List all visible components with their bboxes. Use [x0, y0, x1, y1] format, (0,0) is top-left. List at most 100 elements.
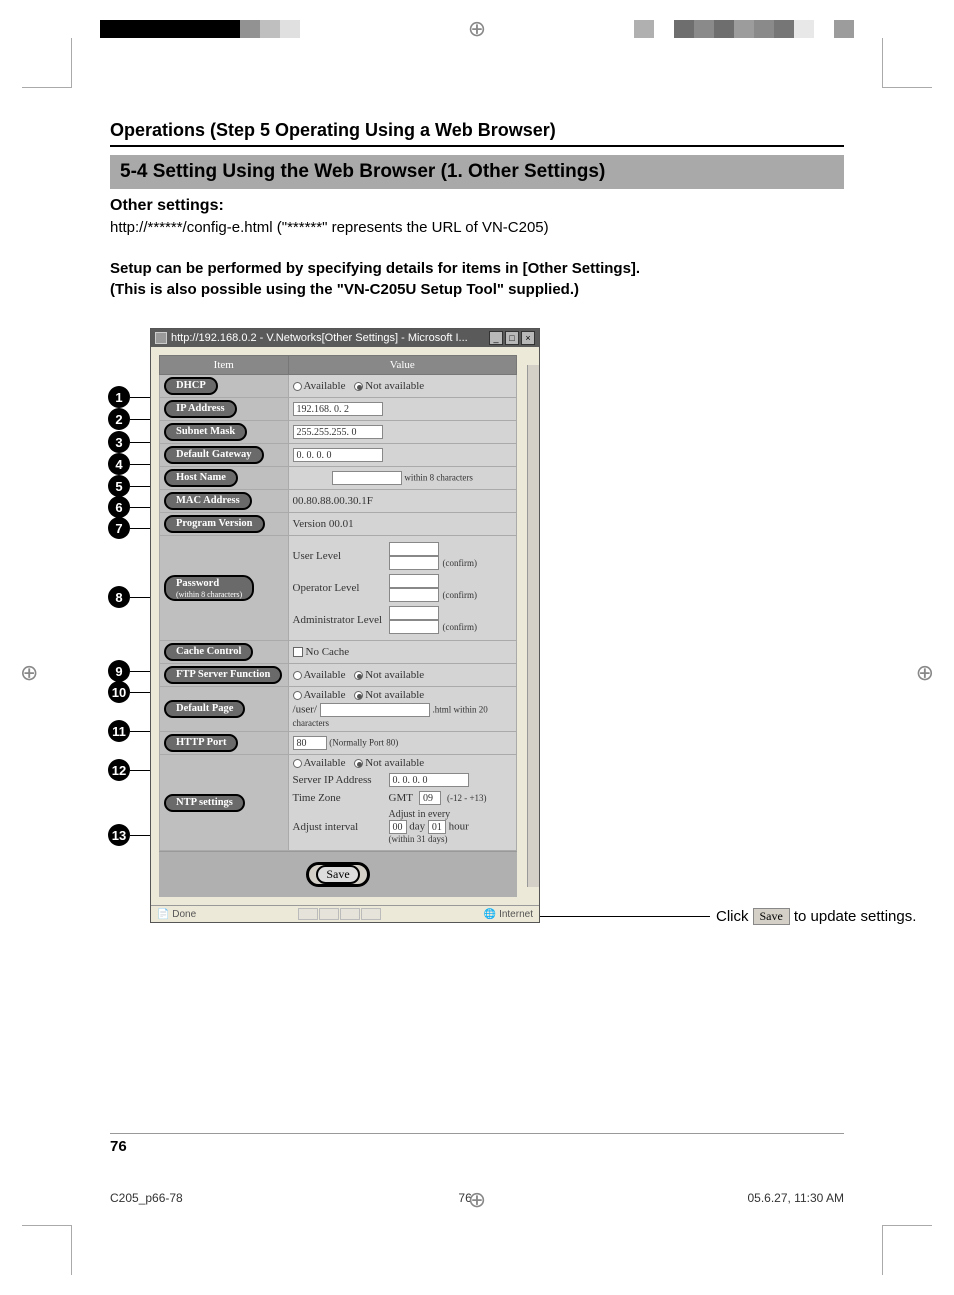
callout-number-4: 4 — [108, 453, 130, 475]
item-label-ntp: NTP settings — [164, 794, 245, 812]
close-button[interactable]: × — [521, 331, 535, 345]
operator-level-password-confirm-input[interactable] — [389, 588, 439, 602]
dhcp-available-radio[interactable] — [293, 382, 302, 391]
ntp-day-input[interactable]: 00 — [389, 820, 407, 834]
callout-leader — [130, 770, 150, 771]
callout-leader — [130, 464, 150, 465]
callout-leader — [130, 507, 150, 508]
user-level-password-confirm-input[interactable] — [389, 556, 439, 570]
callout-leader — [130, 397, 150, 398]
color-swatch — [240, 20, 260, 38]
callout-number-7: 7 — [108, 517, 130, 539]
color-swatch — [100, 20, 120, 38]
ntp-available-radio[interactable] — [293, 759, 302, 768]
color-swatch — [634, 20, 654, 38]
host-name-input[interactable] — [332, 471, 402, 485]
status-bar: 📄 Done Internet — [151, 905, 539, 922]
crop-mark-bottom-left — [22, 1225, 72, 1275]
admin-level-password-input[interactable] — [389, 606, 439, 620]
operator-level-password-input[interactable] — [389, 574, 439, 588]
intro-line-1: Setup can be performed by specifying det… — [110, 260, 844, 277]
color-swatch — [160, 20, 180, 38]
http-port-input[interactable]: 80 — [293, 736, 327, 750]
registration-mark-icon: ⊕ — [468, 16, 486, 42]
item-label-subnet: Subnet Mask — [164, 423, 247, 441]
column-header-item: Item — [160, 356, 289, 375]
callout-leader — [130, 692, 150, 693]
status-internet-zone: Internet — [484, 909, 533, 920]
item-label-mac: MAC Address — [164, 492, 252, 510]
maximize-button[interactable]: □ — [505, 331, 519, 345]
item-label-http-port: HTTP Port — [164, 734, 238, 752]
color-swatch — [120, 20, 140, 38]
color-swatch — [754, 20, 774, 38]
status-done: 📄 Done — [157, 909, 196, 920]
save-annotation: Click Save to update settings. — [540, 908, 916, 925]
callout-leader — [130, 442, 150, 443]
color-swatch — [300, 20, 320, 38]
ntp-hour-input[interactable]: 01 — [428, 820, 446, 834]
ftp-not-available-radio[interactable] — [354, 671, 363, 680]
color-swatch — [674, 20, 694, 38]
color-swatch — [654, 20, 674, 38]
ntp-server-ip-input[interactable]: 0. 0. 0. 0 — [389, 773, 469, 787]
item-label-hostname: Host Name — [164, 469, 238, 487]
save-button-highlighted: Save — [306, 862, 369, 887]
save-area: Save — [159, 851, 517, 897]
crop-mark-top-left — [22, 38, 72, 88]
item-label-ip: IP Address — [164, 400, 237, 418]
other-settings-heading: Other settings: — [110, 197, 844, 215]
color-swatch — [200, 20, 220, 38]
callout-number-1: 1 — [108, 386, 130, 408]
callout-number-10: 10 — [108, 681, 130, 703]
default-gateway-input[interactable]: 0. 0. 0. 0 — [293, 448, 383, 462]
ip-address-input[interactable]: 192.168. 0. 2 — [293, 402, 383, 416]
vertical-scrollbar[interactable] — [527, 365, 539, 887]
subnet-mask-input[interactable]: 255.255.255. 0 — [293, 425, 383, 439]
color-swatch — [774, 20, 794, 38]
item-label-password: Password(within 8 characters) — [164, 575, 254, 601]
callout-number-6: 6 — [108, 496, 130, 518]
subsection-title: 5-4 Setting Using the Web Browser (1. Ot… — [110, 155, 844, 189]
color-swatch — [794, 20, 814, 38]
ntp-not-available-radio[interactable] — [354, 759, 363, 768]
color-swatch — [180, 20, 200, 38]
item-label-ftp: FTP Server Function — [164, 666, 282, 684]
callout-number-12: 12 — [108, 759, 130, 781]
callout-leader — [130, 671, 150, 672]
default-page-input[interactable] — [320, 703, 430, 717]
ntp-timezone-input[interactable]: 09 — [419, 791, 441, 805]
registration-mark-icon: ⊕ — [916, 660, 934, 686]
config-url-line: http://******/config-e.html ("******" re… — [110, 219, 844, 236]
print-crop-top: ⊕ — [0, 20, 954, 70]
screenshot-wrapper: 12345678910111213 http://192.168.0.2 - V… — [150, 328, 540, 923]
callout-leader — [130, 486, 150, 487]
dhcp-not-available-radio[interactable] — [354, 382, 363, 391]
user-level-password-input[interactable] — [389, 542, 439, 556]
registration-mark-icon: ⊕ — [20, 660, 38, 686]
browser-window: http://192.168.0.2 - V.Networks[Other Se… — [150, 328, 540, 923]
color-swatch — [140, 20, 160, 38]
callout-leader — [130, 597, 150, 598]
admin-level-password-confirm-input[interactable] — [389, 620, 439, 634]
ftp-available-radio[interactable] — [293, 671, 302, 680]
callout-leader — [130, 528, 150, 529]
color-swatch — [714, 20, 734, 38]
default-page-not-available-radio[interactable] — [354, 691, 363, 700]
callout-leader — [130, 835, 150, 836]
registration-mark-icon: ⊕ — [0, 1187, 954, 1213]
color-swatch — [220, 20, 240, 38]
callout-leader — [130, 419, 150, 420]
window-body: Item Value DHCP Available Not available … — [151, 347, 539, 905]
program-version-value: Version 00.01 — [288, 513, 516, 536]
color-swatch — [694, 20, 714, 38]
default-page-available-radio[interactable] — [293, 691, 302, 700]
save-button[interactable]: Save — [316, 865, 359, 884]
item-label-version: Program Version — [164, 515, 265, 533]
minimize-button[interactable]: _ — [489, 331, 503, 345]
no-cache-checkbox[interactable] — [293, 647, 303, 657]
callout-number-9: 9 — [108, 660, 130, 682]
window-titlebar: http://192.168.0.2 - V.Networks[Other Se… — [151, 329, 539, 347]
section-title: Operations (Step 5 Operating Using a Web… — [110, 120, 844, 147]
column-header-value: Value — [288, 356, 516, 375]
